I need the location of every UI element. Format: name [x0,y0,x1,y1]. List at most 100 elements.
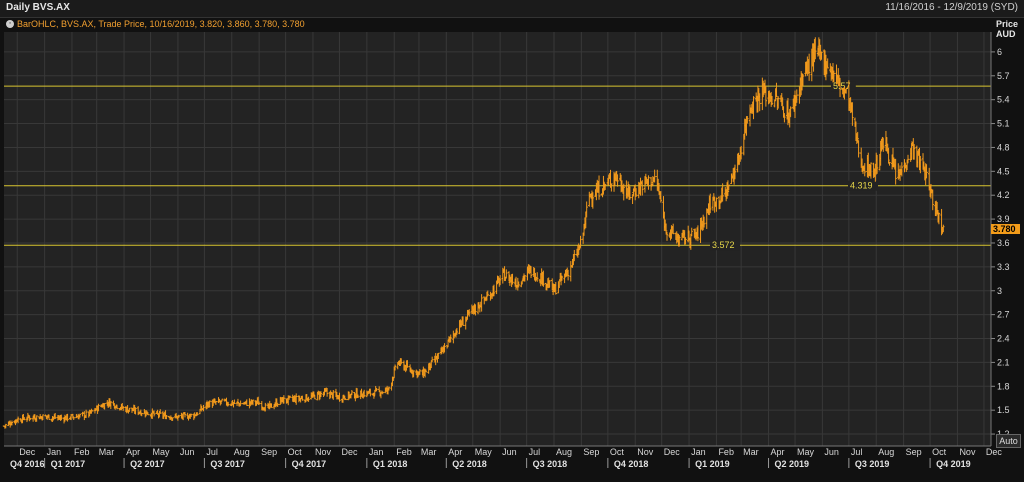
circle-icon[interactable]: ◦ [6,20,14,28]
ohlc-bar [214,401,218,405]
ohlc-bar [777,96,780,109]
ohlc-bar [103,402,106,410]
ohlc-bar [937,212,941,225]
ohlc-bar [4,423,7,429]
ohlc-bar [437,352,440,359]
ohlc-bar [418,369,422,375]
ohlc-bar [554,282,557,295]
series-legend[interactable]: ◦ BarOHLC, BVS.AX, Trade Price, 10/16/20… [6,19,305,29]
ohlc-bar [430,356,434,363]
ohlc-bar [189,413,193,417]
x-month-label: Oct [288,447,303,457]
ohlc-bar [604,183,607,190]
x-month-label: Sep [261,447,277,457]
ohlc-bar [307,396,310,402]
x-month-label: Aug [234,447,250,457]
ohlc-bar [730,173,733,185]
ohlc-bar [529,265,533,279]
ohlc-bar [881,136,884,150]
level-label: 4.319 [850,181,873,191]
ohlc-bar [313,395,316,400]
ohlc-bar [801,73,805,86]
ohlc-bar [832,70,836,82]
ohlc-bar [807,53,811,81]
y-tick-label: 1.5 [997,405,1010,415]
ohlc-bar [912,144,916,160]
ohlc-bar [332,389,335,400]
ohlc-bar [758,93,761,112]
ohlc-bar [177,414,180,418]
date-range-label: 11/16/2016 - 12/9/2019 (SYD) [885,2,1018,13]
x-month-label: Jun [180,447,195,457]
title-bar: Daily BVS.AX 11/16/2016 - 12/9/2019 (SYD… [0,0,1024,18]
y-tick-label: 2.7 [997,310,1010,320]
ohlc-bar [134,407,137,415]
ohlc-bar [888,161,891,166]
ohlc-bar [536,272,539,282]
ohlc-bar [375,387,378,392]
x-quarter-label: Q1 2019 [695,459,730,469]
x-month-label: Sep [583,447,599,457]
ohlc-bar [775,82,778,98]
ohlc-bar [925,164,928,179]
ohlc-bar [196,412,199,416]
y-tick-label: 3.6 [997,238,1010,248]
ohlc-bar [573,249,576,262]
ohlc-bar [146,412,150,416]
ohlc-bar [647,175,650,190]
x-quarter-label: Q2 2018 [452,459,487,469]
ohlc-bar [696,225,700,242]
ohlc-bar [520,281,523,288]
ohlc-bar [721,183,724,202]
x-month-label: Jul [529,447,541,457]
ohlc-bar [239,400,242,406]
ohlc-bar [264,402,267,412]
ohlc-bar [653,169,656,183]
ohlc-bar [752,96,755,120]
ohlc-bar [350,390,354,396]
ohlc-bar [814,37,817,60]
ohlc-bar [461,316,465,326]
ohlc-bar [424,369,428,373]
x-month-label: Jun [502,447,517,457]
ohlc-bar [128,407,131,412]
ohlc-bar [295,393,298,405]
ohlc-bar [942,224,945,232]
ohlc-bar [523,275,527,282]
ohlc-bar [882,138,885,152]
ohlc-bar [54,412,57,419]
ohlc-bar [152,410,156,417]
x-month-label: Oct [610,447,625,457]
ohlc-bar [783,113,786,123]
y-tick-label: 3.3 [997,262,1010,272]
last-price-badge: 3.780 [991,224,1020,234]
ohlc-bar [838,77,842,98]
ohlc-bar [227,401,230,407]
ohlc-bar [66,413,69,422]
x-month-label: May [797,447,815,457]
ohlc-bar [301,395,304,401]
ohlc-bar [455,327,459,335]
ohlc-bar [35,415,38,422]
ohlc-bar [578,245,581,251]
ohlc-bar [727,184,731,191]
ohlc-bar [795,89,798,103]
ohlc-bar [489,291,492,301]
y-tick-label: 3.9 [997,214,1010,224]
ohlc-bar [770,95,774,105]
ohlc-bar [443,343,446,352]
ohlc-bar [400,358,403,365]
ohlc-bar [715,197,718,212]
ohlc-bar [602,175,605,195]
x-month-label: Mar [421,447,437,457]
horizontal-levels: 5.57 4.319 3.572 [4,81,991,251]
auto-scale-button[interactable]: Auto [996,434,1021,448]
ohlc-bar [115,405,119,410]
x-month-label: Jul [851,447,863,457]
ohlc-bar [406,360,409,368]
ohlc-bar [276,402,279,408]
x-month-label: Dec [341,447,358,457]
x-month-label: Nov [315,447,332,457]
ohlc-bar [282,395,286,404]
